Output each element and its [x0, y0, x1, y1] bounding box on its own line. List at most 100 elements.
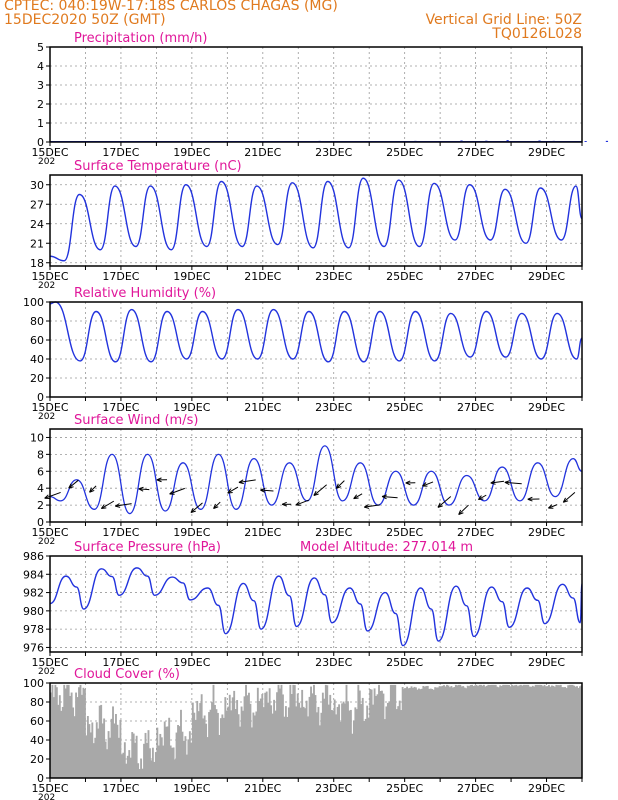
cloud-cover-bar: [126, 755, 129, 778]
cloud-cover-bar: [132, 733, 135, 778]
cloud-cover-bar: [542, 686, 544, 778]
cloud-cover-bar: [193, 712, 196, 778]
wind-arrow-shaft: [260, 489, 274, 492]
cloud-cover-bar: [316, 712, 318, 778]
cloud-cover-bar: [366, 705, 369, 778]
cloud-cover-bar: [567, 685, 570, 778]
wind-arrow-shaft: [364, 504, 380, 508]
x-tick-label: 21DEC: [244, 401, 281, 414]
x-tick-label: 23DEC: [315, 526, 352, 539]
cloud-cover-bar: [373, 688, 376, 778]
cloud-cover-bar: [131, 732, 134, 778]
humidity-series-line: [49, 301, 583, 363]
cloud-cover-bar: [339, 721, 342, 778]
cloud-cover-bar: [558, 685, 561, 778]
cloud-cover-bar: [449, 687, 451, 778]
cloud-cover-bar: [178, 726, 181, 778]
cloud-cover-bar: [55, 687, 58, 778]
x-tick-label: 25DEC: [386, 146, 423, 159]
cloud-cover-bar: [422, 685, 425, 778]
cloud-cover-bar: [472, 686, 475, 778]
cloud-cover-bar: [432, 689, 435, 778]
y-tick-label: 978: [23, 623, 44, 636]
cloud-cover-bar: [397, 706, 400, 778]
panel-frame: [49, 46, 583, 143]
cloud-cover-bar: [310, 686, 312, 778]
cloud-cover-bar: [107, 731, 110, 778]
cloud-cover-bar: [512, 685, 515, 778]
cloud-cover-bar: [345, 684, 348, 778]
wind-arrow-shaft: [138, 488, 150, 491]
cloud-cover-bar: [475, 684, 478, 778]
x-tick-label: 19DEC: [173, 526, 210, 539]
cloud-cover-bar: [336, 706, 339, 778]
cloud-cover-bar: [301, 689, 304, 778]
cloud-cover-bar: [536, 684, 539, 778]
cloud-cover-bar: [249, 703, 252, 778]
cloud-cover-bar: [154, 752, 157, 778]
x-tick-label: 25DEC: [386, 270, 423, 283]
cloud-cover-bar: [471, 684, 474, 778]
cloud-cover-bar: [352, 720, 355, 778]
y-tick-label: 24: [30, 218, 44, 231]
cloud-cover-bar: [360, 704, 363, 778]
cloud-cover-bar: [245, 684, 247, 778]
cloud-cover-bar: [73, 716, 76, 778]
cloud-cover-bar: [75, 692, 77, 778]
cloud-cover-bar: [484, 686, 487, 778]
cloud-cover-bar: [506, 684, 509, 778]
y-tick-label: 984: [23, 568, 44, 581]
cloud-cover-bar: [463, 687, 466, 778]
cloud-cover-bar: [227, 706, 230, 778]
x-tick-label: 23DEC: [315, 656, 352, 669]
cloud-cover-bar: [122, 752, 125, 778]
cloud-cover-bar: [329, 694, 332, 778]
cloud-cover-bar: [183, 740, 185, 778]
cloud-cover-bar: [511, 684, 513, 778]
cloud-cover-bar: [196, 700, 199, 778]
cloud-cover-bar: [562, 687, 565, 778]
cloud-cover-bar: [395, 709, 398, 778]
cloud-cover-bar: [168, 717, 171, 778]
cloud-cover-bar: [240, 706, 243, 778]
panel-title: Cloud Cover (%): [74, 667, 180, 682]
cloud-cover-bar: [469, 685, 472, 778]
cloud-cover-bar: [372, 704, 375, 778]
cloud-cover-bar: [128, 750, 131, 778]
y-tick-label: 8: [37, 448, 44, 461]
cloud-cover-bar: [358, 690, 361, 778]
cloud-cover-bar: [289, 684, 292, 778]
x-year-label: 202: [38, 157, 55, 167]
cloud-cover-bar: [233, 690, 236, 778]
y-tick-label: 80: [30, 696, 44, 709]
cloud-cover-bar: [369, 689, 372, 778]
x-tick-label: 23DEC: [315, 401, 352, 414]
wind-arrow-head: [381, 494, 387, 500]
x-tick-label: 23DEC: [315, 146, 352, 159]
cloud-cover-bar: [482, 684, 485, 778]
cloud-cover-bar: [401, 687, 404, 778]
wind-arrow-head: [100, 504, 107, 510]
cloud-cover-bar: [524, 684, 527, 778]
cloud-cover-bar: [211, 702, 213, 778]
cloud-cover-bar: [188, 731, 191, 778]
cloud-cover-bar: [225, 710, 228, 778]
panel-title: Surface Wind (m/s): [74, 413, 198, 428]
cloud-cover-bar: [255, 711, 258, 778]
cloud-cover-bar: [88, 724, 91, 778]
cloud-cover-bar: [351, 733, 354, 778]
x-tick-label: 17DEC: [102, 526, 139, 539]
wind-arrow-head: [490, 480, 496, 485]
cloud-cover-bar: [431, 689, 434, 778]
cloud-cover-bar: [497, 687, 500, 778]
cloud-cover-bar: [205, 723, 208, 778]
y-tick-label: 0: [37, 516, 44, 529]
cloud-cover-bar: [570, 684, 573, 778]
x-tick-label: 19DEC: [173, 146, 210, 159]
panel-title: Precipitation (mm/h): [74, 31, 207, 46]
grid-info: Vertical Grid Line: 50Z: [425, 12, 582, 28]
wind-arrow-head: [260, 487, 266, 493]
y-tick-label: 2: [37, 98, 44, 111]
cloud-cover-bar: [413, 686, 416, 778]
cloud-cover-bar: [97, 728, 100, 778]
